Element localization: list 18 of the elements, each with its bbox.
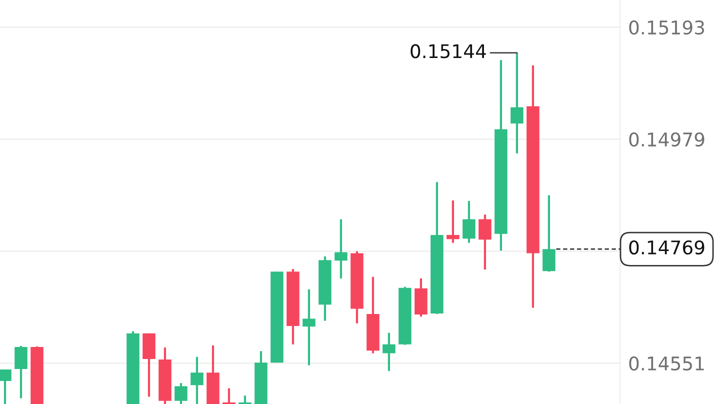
ref-line-label: 0.14769 xyxy=(629,240,704,255)
candlestick xyxy=(174,382,188,404)
y-tick-label: 0.14979 xyxy=(629,132,704,147)
annotation: 0.15144 xyxy=(410,44,486,58)
candlestick xyxy=(222,387,236,404)
y-tick-label: 0.15193 xyxy=(629,20,704,35)
candlestick xyxy=(382,332,396,372)
candlestick xyxy=(0,368,12,404)
candlestick xyxy=(478,214,492,271)
candlestick xyxy=(334,218,348,280)
candlestick xyxy=(510,52,524,154)
y-tick-label: 0.14551 xyxy=(629,356,704,371)
candlestick xyxy=(190,356,204,404)
candlestick xyxy=(446,199,460,244)
candlestick xyxy=(14,344,28,400)
candlestick xyxy=(302,288,316,366)
candlestick xyxy=(542,194,556,273)
candlestick xyxy=(462,200,476,244)
